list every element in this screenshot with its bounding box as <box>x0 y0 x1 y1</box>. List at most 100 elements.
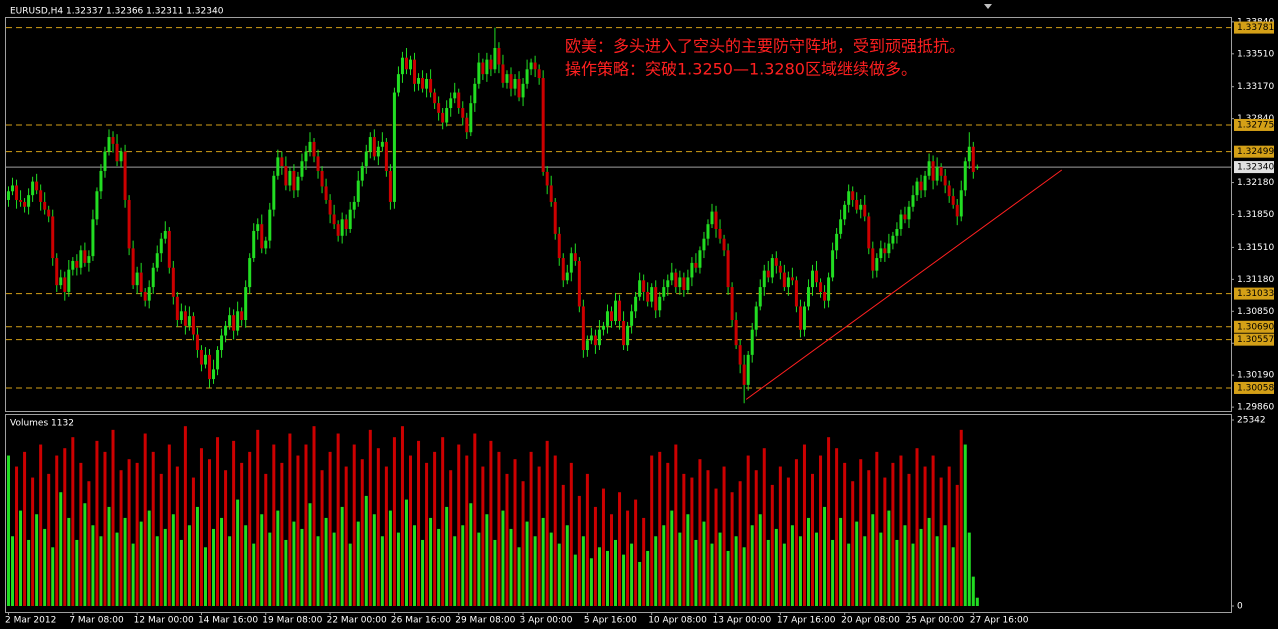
candle-body <box>702 238 706 251</box>
candle-body <box>959 190 963 217</box>
volume-bar <box>135 462 139 606</box>
candle-body <box>802 306 806 330</box>
volume-bar <box>662 525 666 606</box>
volume-bar <box>7 455 10 606</box>
candle-body <box>811 270 814 288</box>
candle-body <box>786 277 790 288</box>
x-tick-label: 25 Apr 00:00 <box>905 616 964 626</box>
volume-bar <box>352 444 356 606</box>
volume-bar <box>557 543 561 606</box>
candle-body <box>614 300 618 321</box>
candle-body <box>726 250 730 288</box>
candle-body <box>356 180 360 202</box>
candle-body <box>509 74 513 89</box>
candle-body <box>107 137 111 152</box>
candle-body <box>23 201 27 207</box>
volume-bar <box>819 455 823 606</box>
candle-body <box>682 277 686 291</box>
volume-bar <box>605 550 609 606</box>
volume-bar <box>167 444 171 606</box>
volume-bar <box>31 477 35 606</box>
annotation: 操作策略：突破1.3250—1.3280区域继续做多。 <box>565 60 917 79</box>
candle-body <box>798 306 802 330</box>
candle-body <box>240 311 244 321</box>
candle-body <box>513 78 517 89</box>
volume-bar <box>43 528 47 606</box>
volume-bar <box>790 525 794 606</box>
candle-body <box>871 248 875 271</box>
volume-bar <box>593 506 597 606</box>
volume-bar <box>903 525 907 606</box>
candle-body <box>103 151 107 171</box>
volume-bar <box>855 521 859 606</box>
candle-body <box>626 325 630 346</box>
volume-bar <box>312 426 316 606</box>
volume-bar <box>626 510 630 606</box>
candle-body <box>835 233 839 251</box>
candle-body <box>35 181 39 191</box>
volume-bar <box>67 517 71 606</box>
volume-bar <box>694 539 698 606</box>
candle-body <box>585 340 589 351</box>
level-label-box <box>1234 145 1274 158</box>
volume-bar <box>59 492 63 606</box>
volume-bar <box>195 506 199 606</box>
volume-bar <box>919 528 923 606</box>
candle-body <box>441 112 445 123</box>
candle-body <box>31 181 35 196</box>
level-label-box <box>1234 333 1274 346</box>
candle-body <box>272 175 276 210</box>
candle-body <box>421 78 425 89</box>
volume-bar <box>726 550 730 606</box>
volume-bar <box>232 440 236 606</box>
volume-bar <box>228 536 232 606</box>
volume-bar <box>674 444 678 606</box>
candle-body <box>212 369 216 380</box>
candle-body <box>734 320 738 346</box>
volume-bar <box>417 440 421 606</box>
volume-bar <box>847 543 851 606</box>
volume-bar <box>131 543 135 606</box>
volume-bar <box>212 528 216 606</box>
candle-body <box>883 248 887 254</box>
candle-body <box>481 62 485 75</box>
candle-body <box>895 229 899 236</box>
candle-body <box>815 270 819 283</box>
volume-bar <box>292 521 296 606</box>
candle-body <box>163 230 167 239</box>
volume-bar <box>975 597 979 606</box>
volume-bar <box>191 477 195 606</box>
candle-body <box>191 316 195 335</box>
volume-bar <box>525 521 529 606</box>
candle-body <box>27 195 31 207</box>
volume-bar <box>561 484 565 606</box>
candle-body <box>75 260 79 268</box>
candle-body <box>827 277 831 301</box>
volume-bar <box>409 455 412 606</box>
candle-body <box>87 256 91 263</box>
candle-body <box>493 48 497 70</box>
candle-body <box>195 334 199 351</box>
volume-bar <box>967 532 971 606</box>
volume-bar <box>782 543 786 606</box>
volume-bar <box>863 536 867 606</box>
trend-line <box>745 169 1063 400</box>
volume-bar <box>220 517 224 606</box>
candle-body <box>236 311 240 331</box>
candle-body <box>581 306 585 351</box>
volume-bar <box>939 477 943 606</box>
volume-bar <box>481 466 485 606</box>
volume-bar <box>75 539 79 606</box>
volume-bar <box>642 517 646 606</box>
volume-bar <box>529 451 533 606</box>
candle-body <box>722 238 726 251</box>
volume-bar <box>368 429 372 606</box>
candle-body <box>477 62 481 84</box>
candle-body <box>332 214 336 225</box>
candle-body <box>678 277 682 288</box>
volume-bar <box>971 576 975 606</box>
volume-bar <box>714 488 718 606</box>
candle-body <box>433 92 437 104</box>
candle-body <box>352 201 356 210</box>
volume-bar <box>252 543 256 606</box>
